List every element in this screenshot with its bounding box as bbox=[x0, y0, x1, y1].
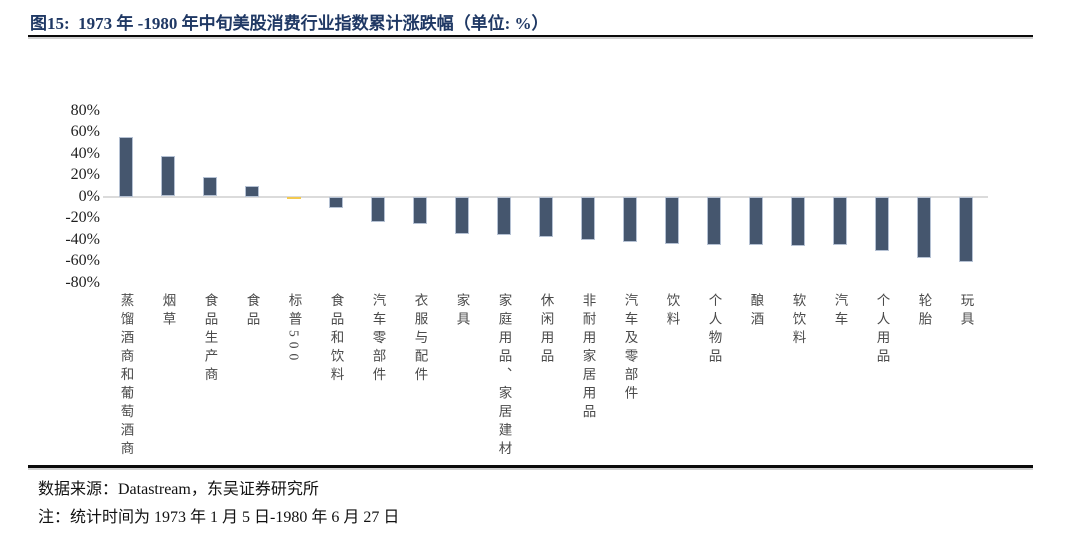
bar bbox=[371, 196, 385, 223]
y-axis-tick-label: -20% bbox=[65, 209, 100, 226]
bar bbox=[917, 196, 931, 258]
y-axis-tick-label: 20% bbox=[70, 166, 100, 183]
x-axis-category-label: 饮料 bbox=[664, 293, 680, 330]
x-axis-category-label: 家庭用品、家居建材 bbox=[496, 293, 512, 460]
x-axis-category-label: 蒸馏酒商和葡萄酒商 bbox=[118, 293, 134, 460]
x-axis-category-label: 汽车及零部件 bbox=[622, 293, 638, 404]
bar bbox=[329, 196, 343, 209]
bar bbox=[665, 196, 679, 244]
bar bbox=[497, 196, 511, 236]
x-axis-category-label: 酿酒 bbox=[748, 293, 764, 330]
x-axis-category-label: 烟草 bbox=[160, 293, 176, 330]
x-axis-category-label: 汽车 bbox=[832, 293, 848, 330]
bar bbox=[623, 196, 637, 242]
x-axis-category-label: 食品生产商 bbox=[202, 293, 218, 386]
bar bbox=[203, 177, 217, 197]
x-axis-category-label: 标普500 bbox=[286, 293, 302, 366]
y-axis-tick-label: 80% bbox=[70, 101, 100, 119]
x-axis-category-label: 轮胎 bbox=[916, 293, 932, 330]
x-axis-category-label: 食品 bbox=[244, 293, 260, 330]
bar bbox=[245, 185, 259, 197]
x-axis-category-label: 玩具 bbox=[958, 293, 974, 330]
x-axis-category-label: 个人用品 bbox=[874, 293, 890, 367]
title-divider-line bbox=[28, 34, 1033, 37]
bar bbox=[749, 196, 763, 245]
data-source-text: 数据来源：Datastream，东吴证券研究所 bbox=[38, 481, 319, 498]
bar bbox=[119, 137, 133, 197]
x-axis-category-label: 食品和饮料 bbox=[328, 293, 344, 386]
bar bbox=[833, 196, 847, 245]
x-axis-category-label: 个人物品 bbox=[706, 293, 722, 367]
y-axis-tick-label: -80% bbox=[65, 273, 100, 291]
x-axis-category-label: 家具 bbox=[454, 293, 470, 330]
y-axis-tick-label: -60% bbox=[65, 252, 100, 269]
bar bbox=[539, 196, 553, 238]
figure-title: 图15: 1973 年 -1980 年中旬美股消费行业指数累计涨跌幅（单位: %… bbox=[30, 14, 549, 33]
x-axis-category-label: 衣服与配件 bbox=[412, 293, 428, 386]
y-axis-tick-label: 0% bbox=[78, 187, 100, 205]
y-axis-tick-label: -40% bbox=[65, 230, 100, 248]
bar bbox=[581, 196, 595, 240]
y-axis-tick-label: 60% bbox=[70, 123, 100, 140]
bar bbox=[455, 196, 469, 235]
bar bbox=[875, 196, 889, 252]
x-axis-category-label: 汽车零部件 bbox=[370, 293, 386, 386]
note-text: 注：统计时间为 1973 年 1 月 5 日-1980 年 6 月 27 日 bbox=[38, 509, 400, 526]
bar bbox=[161, 155, 175, 197]
footer-divider-line bbox=[28, 465, 1033, 468]
x-axis-category-label: 休闲用品 bbox=[538, 293, 554, 367]
bar bbox=[959, 196, 973, 263]
x-axis-category-label: 非耐用家居用品 bbox=[580, 293, 596, 423]
bar bbox=[413, 196, 427, 225]
x-axis-category-label: 软饮料 bbox=[790, 293, 806, 349]
bar bbox=[707, 196, 721, 245]
y-axis-tick-label: 40% bbox=[70, 144, 100, 162]
bar-sp500 bbox=[287, 196, 301, 199]
bar bbox=[791, 196, 805, 246]
